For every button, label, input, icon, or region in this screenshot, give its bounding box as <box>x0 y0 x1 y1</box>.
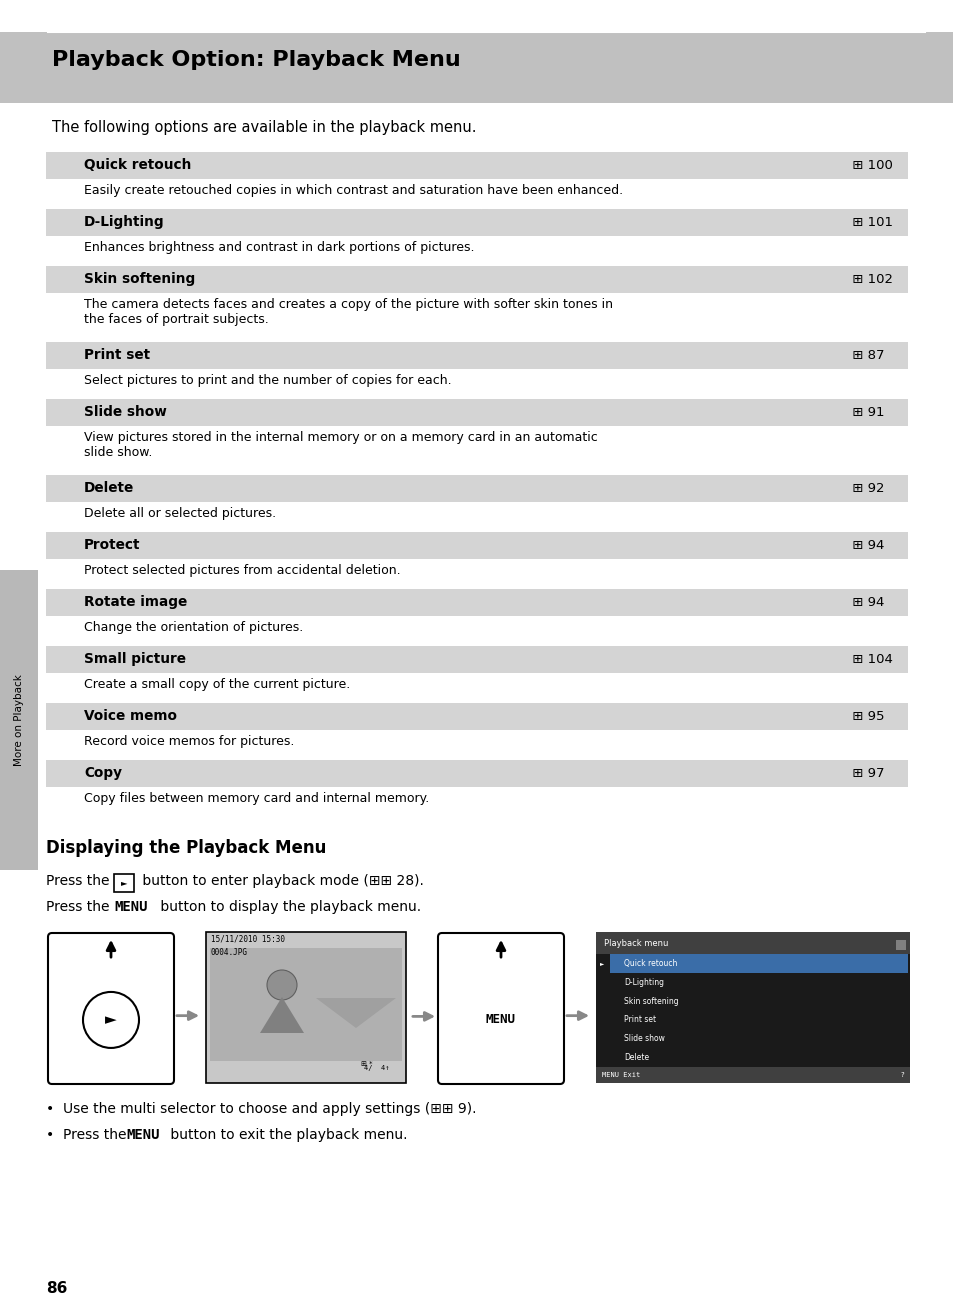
Text: ⊞ 97: ⊞ 97 <box>847 767 883 781</box>
Text: ⊞ *: ⊞ * <box>360 1060 372 1067</box>
Text: ⊞ 87: ⊞ 87 <box>847 350 883 361</box>
Bar <box>46 532 907 558</box>
Text: ►: ► <box>105 1013 117 1028</box>
Text: •  Press the: • Press the <box>46 1127 131 1142</box>
Text: Playback Option: Playback Menu: Playback Option: Playback Menu <box>52 50 460 70</box>
Text: Delete: Delete <box>84 481 134 495</box>
Text: Quick retouch: Quick retouch <box>84 158 192 172</box>
Text: More on Playback: More on Playback <box>14 674 24 766</box>
Bar <box>46 342 907 369</box>
FancyBboxPatch shape <box>437 933 563 1084</box>
Text: Record voice memos for pictures.: Record voice memos for pictures. <box>84 735 294 748</box>
Text: Protect selected pictures from accidental deletion.: Protect selected pictures from accidenta… <box>84 564 400 577</box>
Text: D-Lighting: D-Lighting <box>84 215 165 229</box>
Text: Rotate image: Rotate image <box>84 595 187 608</box>
Bar <box>46 474 907 502</box>
Text: MENU: MENU <box>126 1127 159 1142</box>
Bar <box>46 399 907 426</box>
Text: ⊞ 104: ⊞ 104 <box>847 653 892 666</box>
Bar <box>46 209 907 237</box>
Bar <box>46 703 907 731</box>
Bar <box>0 570 38 870</box>
Bar <box>0 32 953 102</box>
Polygon shape <box>260 997 304 1033</box>
Text: button to display the playback menu.: button to display the playback menu. <box>156 900 420 915</box>
FancyBboxPatch shape <box>48 933 173 1084</box>
Bar <box>596 1067 909 1083</box>
Text: Voice memo: Voice memo <box>84 710 177 723</box>
Text: 4/  4↑: 4/ 4↑ <box>211 1066 389 1071</box>
Text: Create a small copy of the current picture.: Create a small copy of the current pictu… <box>84 678 350 691</box>
Text: ⊞ 95: ⊞ 95 <box>847 710 883 723</box>
Text: Delete all or selected pictures.: Delete all or selected pictures. <box>84 507 275 520</box>
Text: Copy files between memory card and internal memory.: Copy files between memory card and inter… <box>84 792 429 805</box>
Text: Print set: Print set <box>623 1016 656 1025</box>
Circle shape <box>267 970 296 1000</box>
Text: Slide show: Slide show <box>623 1034 664 1043</box>
Bar <box>46 265 907 293</box>
Text: Print set: Print set <box>84 348 150 361</box>
Bar <box>46 759 907 787</box>
Text: MENU: MENU <box>113 900 148 915</box>
Bar <box>46 589 907 616</box>
Text: The following options are available in the playback menu.: The following options are available in t… <box>52 120 476 135</box>
Text: ⊞ 94: ⊞ 94 <box>847 597 883 608</box>
Bar <box>46 152 907 179</box>
Text: ⊞ 92: ⊞ 92 <box>847 482 883 495</box>
Text: Playback menu: Playback menu <box>603 938 668 947</box>
Circle shape <box>83 992 139 1049</box>
Text: 0004.JPG: 0004.JPG <box>211 947 248 957</box>
Text: ⊞ 91: ⊞ 91 <box>847 406 883 419</box>
Text: ⊞ 94: ⊞ 94 <box>847 539 883 552</box>
Text: ?: ? <box>900 1072 903 1077</box>
Bar <box>895 940 905 950</box>
Text: Easily create retouched copies in which contrast and saturation have been enhanc: Easily create retouched copies in which … <box>84 184 622 197</box>
Text: Skin softening: Skin softening <box>623 996 678 1005</box>
Bar <box>46 646 907 673</box>
Text: ⊞ 100: ⊞ 100 <box>847 159 892 172</box>
Text: Protect: Protect <box>84 537 140 552</box>
Polygon shape <box>315 999 395 1028</box>
Text: Delete: Delete <box>623 1053 648 1062</box>
Text: MENU Exit: MENU Exit <box>601 1072 639 1077</box>
Text: Displaying the Playback Menu: Displaying the Playback Menu <box>46 840 326 857</box>
Text: Copy: Copy <box>84 766 122 781</box>
Text: Select pictures to print and the number of copies for each.: Select pictures to print and the number … <box>84 374 451 388</box>
Text: ⊞ 101: ⊞ 101 <box>847 215 892 229</box>
Text: ►: ► <box>121 879 127 887</box>
Bar <box>210 947 401 1060</box>
Bar <box>596 932 909 954</box>
Bar <box>206 932 406 1083</box>
Text: Slide show: Slide show <box>84 405 167 419</box>
Text: ⊞ 102: ⊞ 102 <box>847 273 892 286</box>
Bar <box>609 954 907 972</box>
Bar <box>113 874 133 892</box>
Bar <box>596 932 909 1083</box>
Text: Quick retouch: Quick retouch <box>623 959 677 968</box>
Text: View pictures stored in the internal memory or on a memory card in an automatic
: View pictures stored in the internal mem… <box>84 431 598 459</box>
Text: Skin softening: Skin softening <box>84 272 195 286</box>
Text: Enhances brightness and contrast in dark portions of pictures.: Enhances brightness and contrast in dark… <box>84 240 474 254</box>
Text: 15/11/2010 15:30: 15/11/2010 15:30 <box>211 936 285 943</box>
Text: Press the: Press the <box>46 900 113 915</box>
Text: button to exit the playback menu.: button to exit the playback menu. <box>166 1127 407 1142</box>
Text: •  Use the multi selector to choose and apply settings (⊞⊞ 9).: • Use the multi selector to choose and a… <box>46 1102 476 1116</box>
Text: 86: 86 <box>46 1281 68 1296</box>
Text: Press the: Press the <box>46 874 113 888</box>
Text: Small picture: Small picture <box>84 652 186 666</box>
Text: The camera detects faces and creates a copy of the picture with softer skin tone: The camera detects faces and creates a c… <box>84 298 613 326</box>
Text: D-Lighting: D-Lighting <box>623 978 663 987</box>
Text: Change the orientation of pictures.: Change the orientation of pictures. <box>84 622 303 633</box>
Text: MENU: MENU <box>485 1013 516 1026</box>
Text: ►: ► <box>599 961 603 966</box>
Text: button to enter playback mode (⊞⊞ 28).: button to enter playback mode (⊞⊞ 28). <box>138 874 423 888</box>
